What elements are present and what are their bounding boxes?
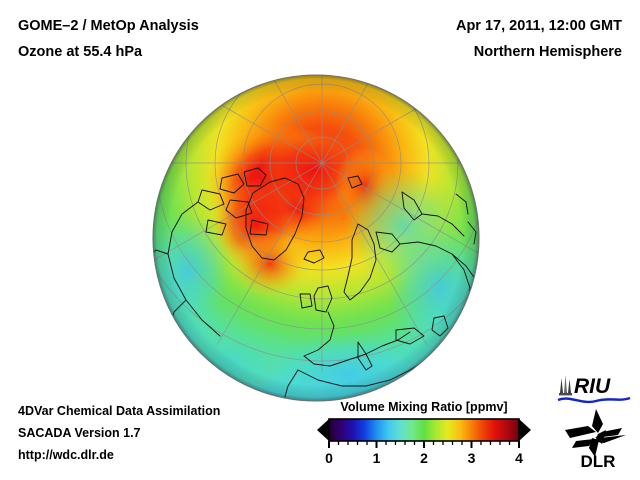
riu-logo: RIU (557, 375, 631, 404)
svg-text:2: 2 (420, 450, 428, 466)
svg-text:3: 3 (468, 450, 476, 466)
footer-left: 4DVar Chemical Data Assimilation SACADA … (18, 400, 220, 466)
timestamp-label: Apr 17, 2011, 12:00 GMT (455, 18, 622, 34)
dlr-logo: DLR (565, 409, 626, 470)
riu-wave-icon (557, 396, 631, 404)
colorbar-extend-max (519, 419, 531, 441)
colorbar-extend-min (317, 419, 329, 441)
version-label: SACADA Version 1.7 (18, 426, 141, 440)
svg-text:4: 4 (515, 450, 523, 466)
url-label[interactable]: http://wdc.dlr.de (18, 448, 114, 462)
ozone-orthographic-projection (152, 74, 480, 402)
title-line-1: GOME–2 / MetOp Analysis (18, 18, 199, 34)
riu-logo-text: RIU (574, 375, 611, 398)
header-left: GOME–2 / MetOp Analysis Ozone at 55.4 hP… (18, 13, 199, 65)
colorbar-gradient (329, 419, 519, 441)
colorbar-ticks (328, 441, 520, 448)
title-line-2: Ozone at 55.4 hPa (18, 44, 143, 60)
globe-outline (152, 74, 480, 402)
limb-shading (153, 75, 479, 401)
colorbar: Volume Mixing Ratio [ppmv] 0 1 2 3 4 (316, 400, 532, 467)
colorbar-tick-labels: 0 1 2 3 4 (325, 450, 523, 466)
ozone-field (153, 75, 479, 401)
svg-text:1: 1 (373, 450, 381, 466)
assimilation-label: 4DVar Chemical Data Assimilation (18, 404, 221, 418)
hemisphere-label: Northern Hemisphere (473, 44, 622, 60)
dlr-logo-text: DLR (581, 452, 616, 470)
riu-tower-icon (559, 375, 572, 396)
globe-map (152, 74, 480, 402)
dlr-pinwheel-icon (565, 409, 626, 457)
colorbar-scale: 0 1 2 3 4 (317, 418, 531, 466)
svg-text:0: 0 (325, 450, 333, 466)
colorbar-title: Volume Mixing Ratio [ppmv] (340, 400, 508, 414)
header-right: Apr 17, 2011, 12:00 GMT Northern Hemisph… (456, 13, 622, 65)
